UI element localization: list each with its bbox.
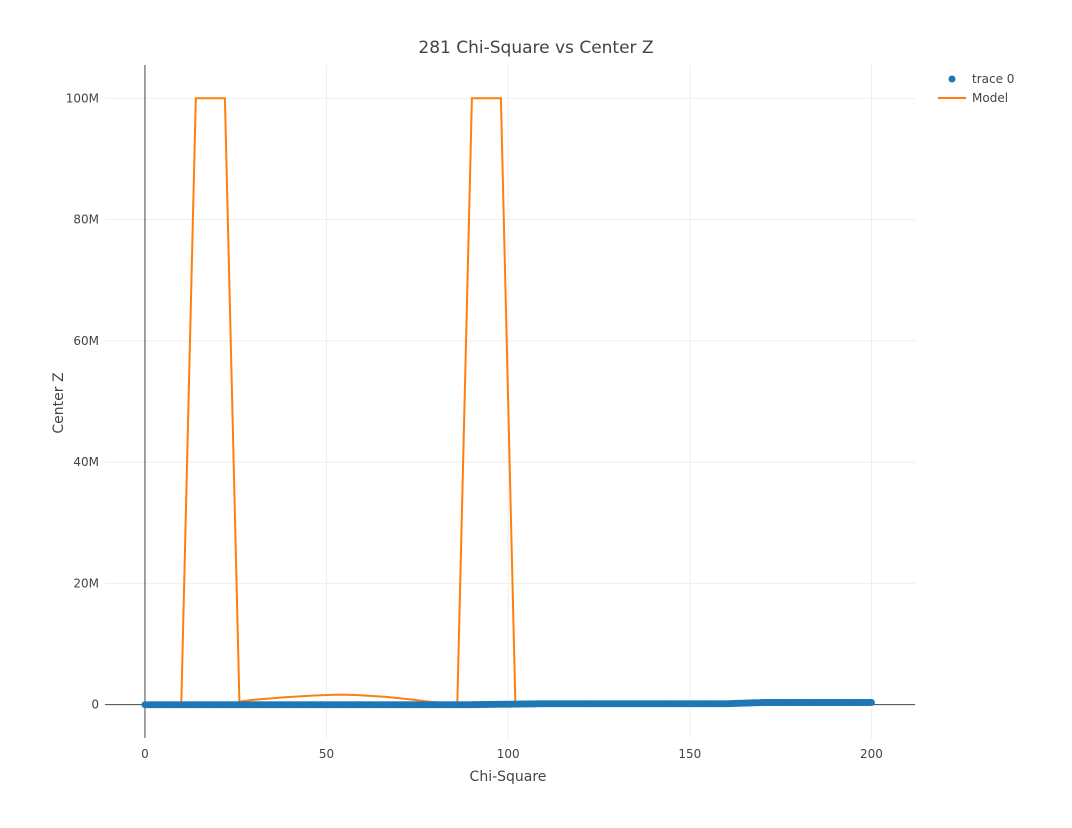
trace-0-markers [141, 699, 875, 709]
data-layer [141, 97, 875, 709]
legend-marker-trace-0 [948, 75, 956, 83]
y-tick-label: 80M [73, 213, 99, 227]
y-tick-label: 100M [66, 91, 99, 105]
y-tick-label: 40M [73, 455, 99, 469]
x-tick-label: 0 [141, 747, 149, 761]
y-axis-title: Center Z [51, 372, 67, 433]
chart-title: 281 Chi-Square vs Center Z [418, 38, 653, 58]
trace-0-point [867, 699, 875, 706]
x-tick-label: 150 [678, 747, 701, 761]
y-tick-label: 60M [73, 334, 99, 348]
legend: trace 0 Model [938, 72, 1014, 105]
legend-item-model[interactable]: Model [938, 91, 1008, 105]
y-tick-label: 20M [73, 576, 99, 590]
x-tick-label: 200 [860, 747, 883, 761]
legend-label-model: Model [972, 91, 1008, 105]
legend-item-trace-0[interactable]: trace 0 [948, 72, 1015, 86]
y-tick-label: 0 [91, 698, 99, 712]
legend-label-trace-0: trace 0 [972, 72, 1014, 86]
tick-label-layer: 0 50 100 150 200 0 20M 40M 60M 80M 100M [66, 91, 883, 761]
x-tick-label: 50 [319, 747, 334, 761]
x-axis-title: Chi-Square [470, 769, 547, 785]
x-tick-label: 100 [497, 747, 520, 761]
